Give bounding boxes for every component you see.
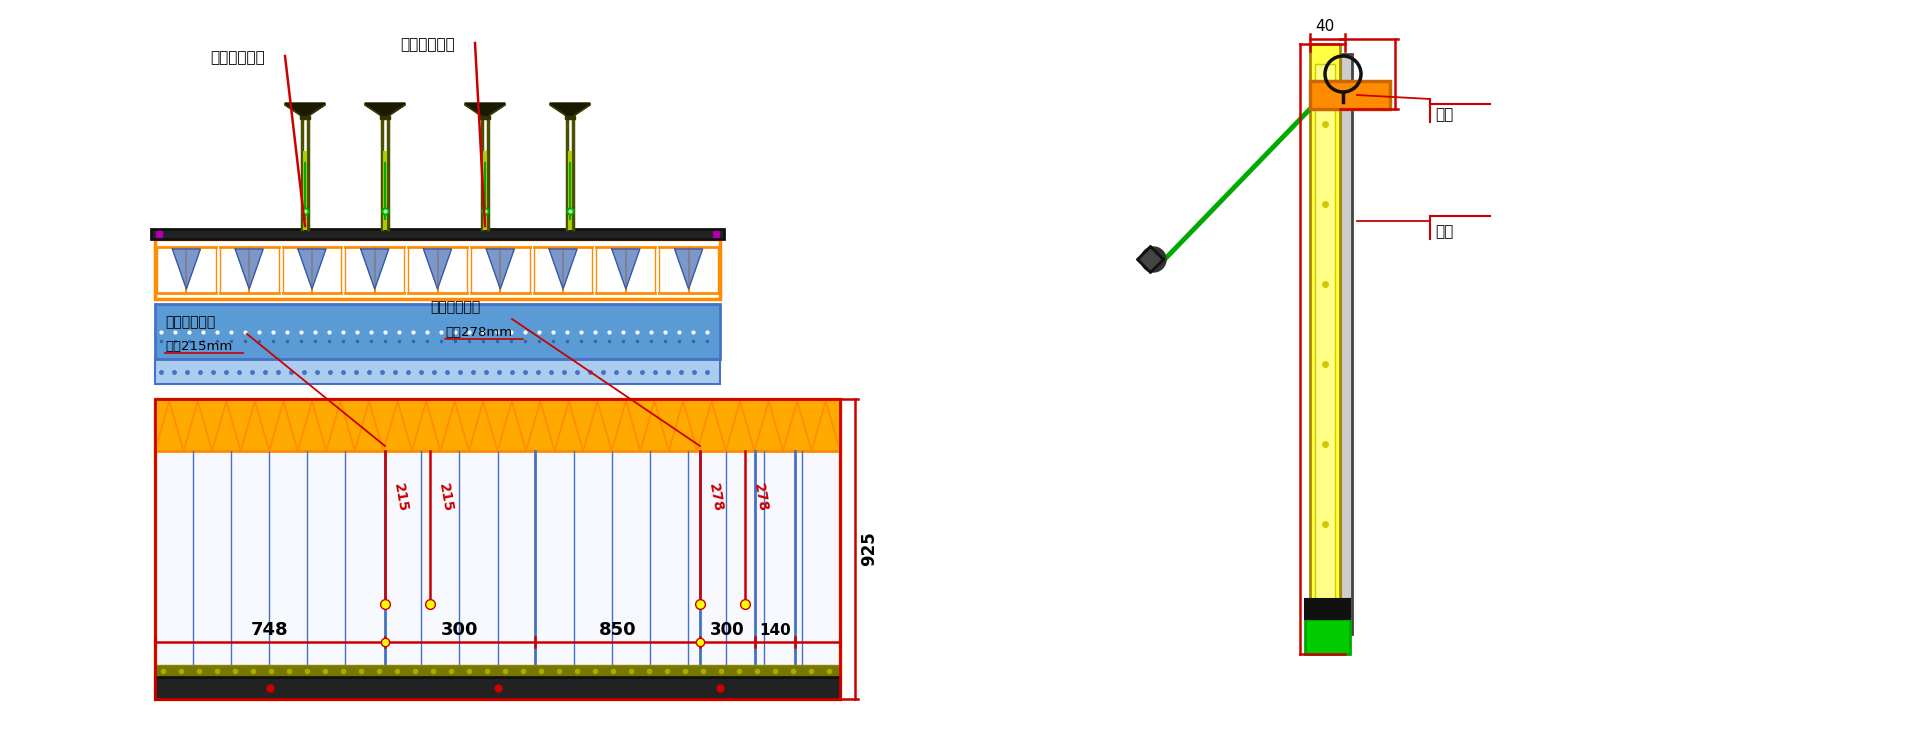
Bar	[156, 399, 841, 451]
Text: 748: 748	[252, 621, 288, 639]
Bar	[1306, 619, 1350, 654]
Text: 吊鉤: 吊鉤	[1434, 107, 1453, 122]
Text: 850: 850	[599, 621, 636, 639]
Bar	[156, 399, 841, 699]
Polygon shape	[365, 103, 405, 117]
Bar	[156, 239, 720, 299]
Bar	[156, 399, 841, 699]
Text: 傾斜內側爬錐: 傾斜內側爬錐	[399, 37, 455, 52]
Polygon shape	[549, 249, 578, 289]
Polygon shape	[486, 249, 515, 289]
Bar	[156, 359, 720, 384]
Text: 215: 215	[392, 482, 409, 513]
Bar	[1340, 54, 1352, 634]
Text: 140: 140	[758, 623, 791, 638]
Text: 爬錐孔，距模: 爬錐孔，距模	[430, 300, 480, 314]
Polygon shape	[480, 116, 490, 119]
Bar	[1315, 64, 1334, 634]
Polygon shape	[612, 249, 639, 289]
Bar	[152, 229, 724, 239]
Bar	[156, 304, 720, 359]
Bar	[1309, 44, 1340, 654]
Polygon shape	[300, 116, 309, 119]
Polygon shape	[361, 249, 388, 289]
Polygon shape	[674, 249, 703, 289]
Text: 傾斜外側爬錐: 傾斜外側爬錐	[209, 50, 265, 65]
Text: 300: 300	[442, 621, 478, 639]
Text: 300: 300	[710, 621, 745, 639]
Bar	[156, 665, 841, 677]
Text: 925: 925	[860, 532, 877, 566]
Text: 木方: 木方	[1434, 224, 1453, 239]
Text: 板頂278mm: 板頂278mm	[445, 326, 513, 339]
Polygon shape	[298, 249, 326, 289]
Bar	[156, 677, 841, 699]
Polygon shape	[465, 103, 505, 117]
Polygon shape	[234, 249, 263, 289]
Text: 278: 278	[751, 482, 770, 513]
Text: 215: 215	[436, 482, 455, 513]
Bar	[1309, 81, 1390, 109]
Text: 爬錐孔，距模: 爬錐孔，距模	[165, 315, 215, 329]
Polygon shape	[564, 116, 574, 119]
Polygon shape	[380, 116, 390, 119]
Bar	[1306, 599, 1350, 619]
Text: 278: 278	[707, 482, 726, 513]
Polygon shape	[424, 249, 451, 289]
Polygon shape	[173, 249, 200, 289]
Text: 40: 40	[1315, 19, 1334, 34]
Polygon shape	[284, 103, 324, 117]
Bar	[156, 451, 841, 665]
Text: 板頂215mm: 板頂215mm	[165, 340, 232, 353]
Polygon shape	[549, 103, 589, 117]
